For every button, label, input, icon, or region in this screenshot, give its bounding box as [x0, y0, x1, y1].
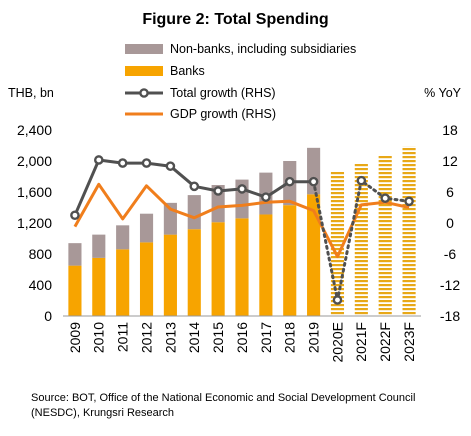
x-tick-label: 2015: [210, 322, 226, 353]
bar-nonbanks-2010: [92, 234, 106, 258]
bar-banks-2018: [283, 205, 297, 316]
y-right-tick-label: 0: [446, 215, 454, 231]
y-right-tick-label: -6: [444, 246, 457, 262]
x-tick-label: 2012: [138, 322, 154, 353]
bar-nonbanks-2011: [116, 225, 130, 250]
marker-total-growth-2009: [70, 210, 80, 221]
marker-total-growth-2022F: [380, 193, 391, 203]
bar-banks-2016: [235, 218, 249, 316]
bar-banks-2019: [307, 194, 321, 316]
y-right-tick-label: -18: [440, 308, 460, 324]
y-right-tick-label: 12: [442, 153, 458, 169]
x-axis-labels: 2009 2010 2011 2012 2013 2014 2015 2016 2017 2018…: [67, 322, 417, 363]
y-left-tick-label: 1,200: [17, 215, 52, 231]
y-axis-right-ticks: -18 -12 -6 0 6 12 18: [440, 122, 460, 324]
x-tick-label: 2022F: [377, 322, 393, 362]
y-axis-left-ticks: 0 400 800 1,200 1,600 2,000 2,400: [17, 122, 52, 324]
legend-label-nonbanks: Non-banks, including subsidiaries: [170, 42, 356, 56]
y-axis-left-title: THB, bn: [8, 86, 54, 100]
legend-label-gdp-growth: GDP growth (RHS): [170, 107, 276, 121]
y-left-tick-label: 2,000: [17, 153, 52, 169]
bar-nonbanks-2012: [139, 213, 154, 243]
y-left-tick-label: 1,600: [17, 184, 52, 200]
bar-banks-2015: [211, 222, 225, 316]
legend-marker-total-growth: [139, 88, 149, 98]
bar-banks-2014: [187, 229, 201, 316]
bar-banks-2012: [139, 242, 154, 316]
lines-group: [70, 155, 414, 305]
marker-total-growth-2021F: [356, 175, 367, 186]
legend-swatch-nonbanks: [125, 44, 163, 54]
x-tick-label: 2017: [258, 322, 274, 353]
marker-total-growth-2019: [308, 176, 319, 187]
legend-label-total-growth: Total growth (RHS): [170, 86, 276, 100]
marker-total-growth-2020E: [332, 295, 343, 305]
y-right-tick-label: 6: [446, 184, 454, 200]
y-right-tick-label: 18: [442, 122, 458, 138]
bar-banks-2009: [68, 265, 82, 316]
bar-banks-2013: [163, 234, 177, 316]
y-right-tick-label: -12: [440, 277, 460, 293]
marker-total-growth-2010: [94, 155, 104, 165]
bars-group: [68, 146, 416, 316]
x-tick-label: 2018: [282, 322, 298, 353]
x-tick-label: 2013: [162, 322, 178, 353]
bar-banks-2017: [259, 214, 273, 316]
marker-total-growth-2023F: [404, 196, 414, 207]
y-left-tick-label: 0: [44, 308, 52, 324]
y-axis-right-title: % YoY: [424, 86, 462, 100]
x-tick-label: 2010: [91, 322, 107, 353]
bar-forecast-2022F: [378, 154, 392, 316]
marker-total-growth-2018: [284, 176, 295, 187]
chart-title: Figure 2: Total Spending: [142, 11, 328, 28]
bar-forecast-2021F: [354, 162, 368, 316]
bar-banks-2011: [116, 249, 130, 316]
bar-nonbanks-2014: [187, 195, 201, 230]
marker-total-growth-2011: [117, 158, 128, 168]
bar-nonbanks-2009: [68, 243, 82, 266]
x-tick-label: 2019: [306, 322, 322, 353]
bar-forecast-2023F: [402, 146, 416, 316]
x-tick-label: 2016: [234, 322, 250, 353]
legend-label-banks: Banks: [170, 64, 205, 78]
x-tick-label: 2023F: [401, 322, 417, 362]
legend-swatch-banks: [125, 66, 163, 76]
x-tick-label: 2014: [186, 322, 202, 353]
marker-total-growth-2013: [165, 161, 176, 171]
x-tick-label: 2021F: [353, 322, 369, 362]
bar-banks-2010: [92, 257, 106, 316]
x-tick-label: 2009: [67, 322, 83, 353]
x-tick-label: 2020E: [329, 322, 345, 362]
source-line-2: (NESDC), Krungsri Research: [31, 407, 174, 419]
marker-total-growth-2012: [141, 158, 152, 168]
marker-total-growth-2016: [237, 184, 247, 194]
x-tick-label: 2011: [115, 322, 131, 352]
y-left-tick-label: 800: [29, 246, 53, 262]
marker-total-growth-2017: [261, 192, 271, 202]
marker-total-growth-2015: [213, 186, 223, 196]
y-left-tick-label: 400: [29, 277, 53, 293]
source-line-1: Source: BOT, Office of the National Econ…: [31, 392, 415, 404]
marker-total-growth-2014: [189, 181, 200, 192]
y-left-tick-label: 2,400: [17, 122, 52, 138]
